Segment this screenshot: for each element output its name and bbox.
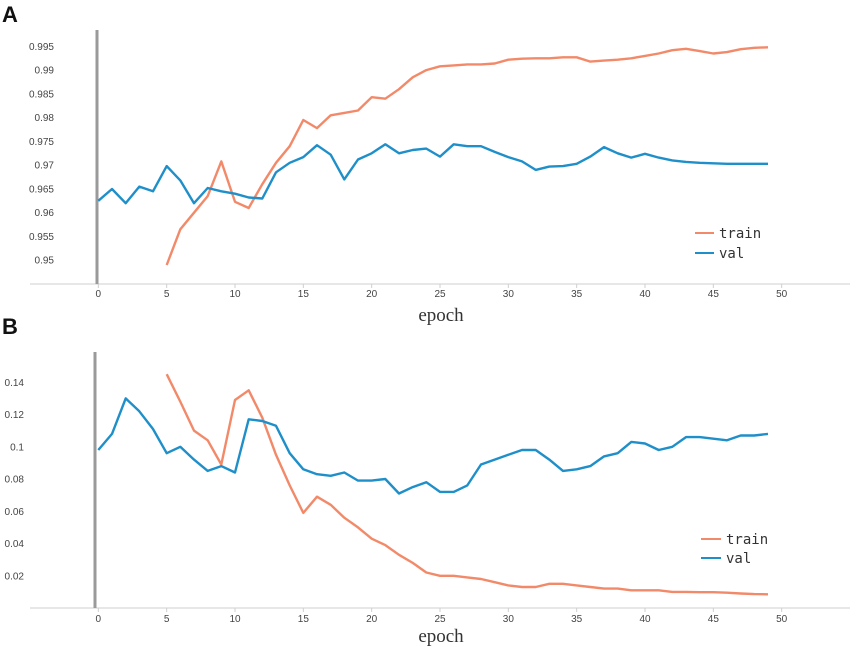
x-tick-label-a-8: 40 bbox=[639, 289, 651, 300]
x-tick-label-b-10: 50 bbox=[776, 614, 788, 625]
x-tick-label-b-8: 40 bbox=[639, 614, 651, 625]
x-tick-label-a-2: 10 bbox=[229, 289, 241, 300]
y-tick-label-a-1: 0.955 bbox=[29, 232, 54, 243]
panel-a: A 0 5 10 15 20 25 30 35 40 45 50 0.95 0.955 0.96 0.96… bbox=[2, 2, 850, 326]
x-tick-label-b-7: 35 bbox=[571, 614, 583, 625]
x-tick-label-a-3: 15 bbox=[298, 289, 310, 300]
y-tick-label-a-3: 0.965 bbox=[29, 184, 54, 195]
x-tick-label-b-9: 45 bbox=[708, 614, 720, 625]
y-tick-label-b-4: 0.1 bbox=[10, 442, 24, 453]
x-tick-label-a-4: 20 bbox=[366, 289, 378, 300]
x-tick-label-b-3: 15 bbox=[298, 614, 310, 625]
series-line-train-a bbox=[165, 46, 769, 266]
y-tick-label-a-7: 0.985 bbox=[29, 89, 54, 100]
x-tick-label-a-10: 50 bbox=[776, 289, 788, 300]
legend-label-train-b: train bbox=[726, 532, 768, 548]
y-tick-label-b-6: 0.14 bbox=[5, 378, 25, 389]
x-tick-label-b-0: 0 bbox=[96, 614, 102, 625]
y-tick-label-a-6: 0.98 bbox=[35, 113, 55, 124]
legend-label-val-a: val bbox=[719, 246, 744, 262]
legend-b: train val bbox=[701, 532, 768, 567]
y-tick-label-a-2: 0.96 bbox=[35, 208, 55, 219]
y-ticks-a: 0.95 0.955 0.96 0.965 0.97 0.975 0.98 0.985 0.99… bbox=[29, 42, 54, 267]
legend-label-val-b: val bbox=[726, 551, 751, 567]
x-tick-label-a-0: 0 bbox=[96, 289, 102, 300]
series-line-train-b bbox=[165, 373, 769, 596]
x-tick-label-b-4: 20 bbox=[366, 614, 378, 625]
series-b bbox=[97, 373, 769, 596]
legend-a: train val bbox=[695, 226, 761, 262]
y-tick-label-a-4: 0.97 bbox=[35, 161, 55, 172]
series-line-val-a bbox=[97, 143, 768, 205]
series-line-val-b bbox=[97, 397, 769, 495]
x-tick-label-a-5: 25 bbox=[434, 289, 446, 300]
x-ticks-b: 0 5 10 15 20 25 30 35 40 45 50 bbox=[96, 608, 788, 625]
x-tick-label-a-9: 45 bbox=[708, 289, 720, 300]
y-tick-label-a-5: 0.975 bbox=[29, 137, 54, 148]
x-tick-label-b-6: 30 bbox=[503, 614, 515, 625]
panel-b: B 0 5 10 15 20 25 30 35 40 45 50 0.020.040.060.080… bbox=[2, 314, 850, 647]
y-tick-label-a-9: 0.995 bbox=[29, 42, 54, 53]
x-axis-label-a: epoch bbox=[418, 305, 464, 326]
x-tick-label-a-7: 35 bbox=[571, 289, 583, 300]
y-tick-label-b-5: 0.12 bbox=[5, 410, 25, 421]
y-tick-label-b-3: 0.08 bbox=[5, 475, 25, 486]
panel-label-b: B bbox=[2, 314, 18, 339]
y-tick-label-b-2: 0.06 bbox=[5, 507, 25, 518]
x-tick-label-b-1: 5 bbox=[164, 614, 170, 625]
y-tick-label-a-8: 0.99 bbox=[35, 66, 55, 77]
x-tick-label-a-1: 5 bbox=[164, 289, 170, 300]
y-tick-label-b-1: 0.04 bbox=[5, 539, 25, 550]
x-tick-label-a-6: 30 bbox=[503, 289, 515, 300]
series-a bbox=[97, 46, 769, 266]
x-axis-label-b: epoch bbox=[418, 626, 464, 647]
x-tick-label-b-5: 25 bbox=[434, 614, 446, 625]
y-tick-label-a-0: 0.95 bbox=[35, 256, 55, 267]
panel-label-a: A bbox=[2, 2, 18, 27]
x-ticks-a: 0 5 10 15 20 25 30 35 40 45 50 bbox=[96, 284, 788, 300]
legend-label-train-a: train bbox=[719, 226, 761, 242]
y-tick-label-b-0: 0.02 bbox=[5, 571, 25, 582]
y-ticks-b: 0.02 0.04 0.06 0.08 0.1 0.12 0.14 bbox=[5, 378, 25, 583]
x-tick-label-b-2: 10 bbox=[229, 614, 241, 625]
